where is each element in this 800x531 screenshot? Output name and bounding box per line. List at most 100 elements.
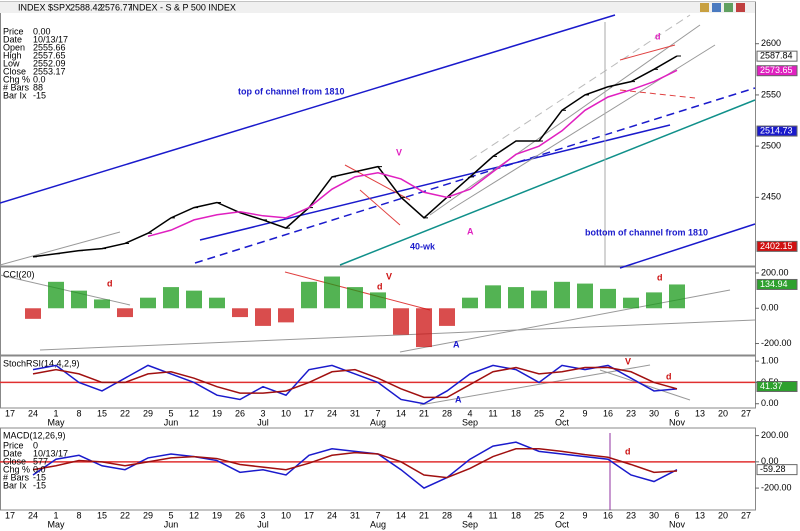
info-value: 10/13/17 [33, 34, 68, 44]
month-label: Sep [462, 417, 478, 427]
cci-bar [324, 276, 340, 309]
x-tick-label: 21 [419, 408, 429, 418]
toolbar [700, 3, 745, 12]
cci-bar [485, 285, 501, 309]
x-tick-label: 29 [143, 510, 153, 520]
tool-icon[interactable] [736, 3, 745, 12]
x-tick-label: 26 [235, 510, 245, 520]
y-tick-label: 2550 [761, 89, 781, 99]
x-tick-label: 30 [649, 408, 659, 418]
info-value: -15 [33, 480, 46, 490]
cci-bar [117, 308, 133, 318]
cci-bar [416, 308, 432, 348]
info-label: Price [3, 440, 24, 450]
x-tick-label: 8 [76, 510, 81, 520]
series-line [32, 366, 678, 399]
cci-bar [554, 281, 570, 309]
cci-bar [393, 308, 409, 335]
month-label: Oct [555, 417, 570, 427]
x-tick-label: 26 [235, 408, 245, 418]
month-label: May [47, 519, 65, 529]
cci-bar [48, 281, 64, 309]
tool-icon[interactable] [724, 3, 733, 12]
x-tick-label: 17 [5, 408, 15, 418]
value-label: -59.28 [760, 464, 786, 474]
series-line [32, 447, 678, 479]
info-value: -15 [33, 90, 46, 100]
annotation: d [655, 31, 661, 41]
x-tick-label: 1 [53, 408, 58, 418]
x-tick-label: 28 [442, 408, 452, 418]
cci-bar [600, 288, 616, 309]
value-label: 2573.65 [760, 65, 793, 75]
info-value: 88 [33, 82, 43, 92]
info-label: Bar Ix [3, 90, 27, 100]
x-tick-label: 22 [120, 510, 130, 520]
x-tick-label: 8 [76, 408, 81, 418]
tool-icon[interactable] [712, 3, 721, 12]
header-value: 2576.77 [100, 2, 133, 12]
x-tick-label: 2 [559, 510, 564, 520]
annotation: d [377, 281, 383, 291]
annotation: A [453, 339, 460, 349]
month-label: Nov [669, 417, 686, 427]
y-tick-label: 2450 [761, 192, 781, 202]
cci-bar [232, 308, 248, 318]
annotation: A [467, 226, 474, 236]
info-label: Close [3, 66, 26, 76]
info-value: 2552.09 [33, 58, 66, 68]
x-tick-label: 24 [28, 408, 38, 418]
y-tick-label: 200.00 [761, 267, 789, 277]
month-label: May [47, 417, 65, 427]
info-label: Bar Ix [3, 480, 27, 490]
info-value: 0.00 [33, 26, 51, 36]
value-box [756, 464, 798, 476]
x-tick-label: 29 [143, 408, 153, 418]
x-tick-label: 3 [260, 510, 265, 520]
tool-icon[interactable] [700, 3, 709, 12]
x-tick-label: 30 [649, 510, 659, 520]
x-tick-label: 5 [168, 510, 173, 520]
macd-panel [0, 427, 756, 511]
annotation: V [396, 147, 402, 157]
x-tick-label: 9 [582, 510, 587, 520]
x-tick-label: 7 [375, 408, 380, 418]
info-label: Close [3, 456, 26, 466]
y-tick-label: 0.00 [761, 398, 779, 408]
x-tick-label: 28 [442, 510, 452, 520]
x-tick-label: 17 [5, 510, 15, 520]
month-label: Jul [257, 417, 269, 427]
annotation: 40-wk [410, 241, 436, 251]
x-tick-label: 13 [695, 408, 705, 418]
x-tick-label: 5 [168, 408, 173, 418]
cci-bar [186, 290, 202, 309]
info-label: High [3, 50, 22, 60]
x-tick-label: 25 [534, 408, 544, 418]
cci-bar [669, 284, 685, 309]
cci-bar [646, 292, 662, 309]
x-tick-label: 4 [467, 510, 472, 520]
cci-bar [163, 287, 179, 309]
x-tick-label: 16 [603, 408, 613, 418]
symbol: INDEX $SPX [18, 2, 71, 12]
info-label: Open [3, 42, 25, 52]
x-tick-label: 27 [741, 408, 751, 418]
value-label: 134.94 [760, 279, 788, 289]
x-tick-label: 15 [97, 408, 107, 418]
annotation: V [386, 271, 392, 281]
panel-title: CCI(20) [3, 269, 35, 279]
cci-bar [71, 290, 87, 309]
cci-bar [255, 308, 271, 326]
value-box [756, 50, 798, 62]
header-bar [0, 2, 755, 13]
cci-bar [278, 308, 294, 323]
info-label: Chg % [3, 464, 30, 474]
x-tick-label: 14 [396, 408, 406, 418]
header-name: INDEX - S & P 500 INDEX [130, 2, 236, 12]
value-box [756, 278, 798, 290]
info-value: 0.0 [33, 464, 46, 474]
value-box [756, 125, 798, 137]
value-box [756, 65, 798, 77]
x-tick-label: 23 [626, 408, 636, 418]
